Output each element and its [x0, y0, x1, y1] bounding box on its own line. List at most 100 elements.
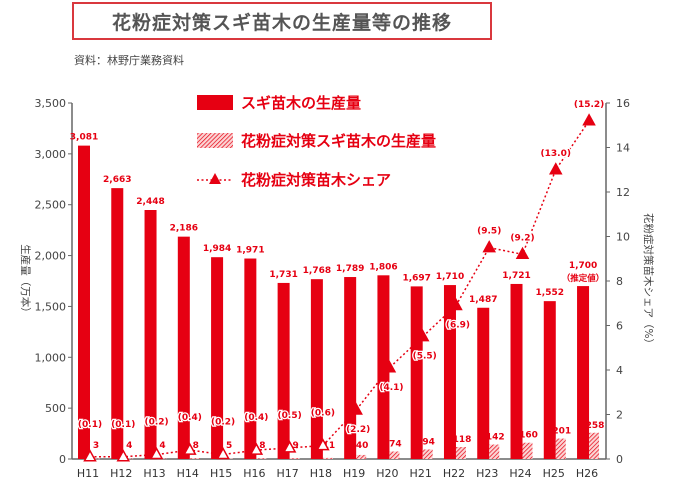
- bar-production: [577, 286, 590, 459]
- y2-tick-label: 6: [616, 320, 623, 333]
- hatched-bar-label: 118: [453, 435, 472, 445]
- share-label: (0.2): [144, 418, 168, 428]
- share-label: (0.2): [211, 418, 235, 428]
- hatched-bar-label: 74: [389, 439, 402, 449]
- bar-annotation: （推定値）: [562, 273, 605, 284]
- share-marker: [382, 360, 397, 373]
- legend-swatch-production: [197, 95, 233, 110]
- bar-label: 2,663: [103, 175, 131, 185]
- hatched-bar-label: 8: [259, 441, 265, 451]
- x-tick-label: H20: [376, 467, 398, 480]
- hatched-bar-label: 258: [586, 421, 605, 431]
- bar-production: [144, 210, 157, 459]
- bar-pollen-countermeasure: [422, 449, 433, 459]
- bar-pollen-countermeasure: [489, 444, 500, 459]
- bar-pollen-countermeasure: [589, 432, 600, 459]
- legend-label-share: 花粉症対策苗木シェア: [241, 171, 391, 189]
- bar-label: 2,448: [136, 197, 164, 207]
- x-tick-label: H13: [143, 467, 165, 480]
- bar-label: 1,697: [402, 273, 430, 283]
- legend-swatch-pollen: [197, 133, 233, 148]
- x-tick-label: H16: [243, 467, 265, 480]
- share-label: (0.4): [178, 413, 202, 423]
- x-tick-label: H26: [576, 467, 598, 480]
- share-marker: [415, 329, 430, 342]
- share-marker: [83, 449, 97, 462]
- y-tick-label: 1,500: [35, 300, 67, 313]
- bar-label: 1,710: [436, 272, 464, 282]
- bar-production: [177, 236, 190, 459]
- share-line: [90, 120, 590, 458]
- bar-production: [377, 275, 390, 459]
- share-label: (13.0): [541, 149, 571, 159]
- x-tick-label: H19: [343, 467, 365, 480]
- share-marker: [216, 446, 230, 460]
- hatched-bar-label: 11: [323, 441, 336, 451]
- share-label: (0.6): [311, 409, 335, 419]
- hatched-bar-label: 8: [193, 441, 199, 451]
- y-tick-label: 3,000: [35, 148, 67, 161]
- bar-label: 1,971: [236, 246, 264, 256]
- hatched-bar-label: 160: [519, 431, 538, 441]
- y2-axis-title: 花粉症対策苗木シェア（%）: [642, 213, 655, 349]
- hatched-bar-label: 40: [356, 441, 369, 451]
- y-tick-label: 0: [59, 453, 66, 466]
- share-label: (0.5): [278, 411, 302, 421]
- bar-label: 1,806: [369, 262, 397, 272]
- hatched-bar-label: 4: [159, 441, 165, 451]
- y2-tick-label: 12: [616, 186, 630, 199]
- share-marker: [183, 442, 197, 455]
- share-label: (5.5): [413, 352, 437, 362]
- share-marker: [515, 246, 530, 260]
- bar-production: [310, 279, 323, 459]
- x-tick-label: H18: [310, 467, 332, 480]
- share-label: (15.2): [574, 100, 604, 110]
- bar-pollen-countermeasure: [322, 457, 333, 459]
- y2-tick-label: 2: [616, 409, 623, 422]
- bar-pollen-countermeasure: [455, 446, 466, 459]
- hatched-bar-label: 3: [93, 441, 99, 451]
- bar-pollen-countermeasure: [555, 438, 566, 459]
- bar-pollen-countermeasure: [256, 458, 267, 459]
- share-marker: [116, 449, 131, 462]
- x-tick-label: H23: [476, 467, 498, 480]
- share-marker: [282, 440, 297, 453]
- bar-production: [78, 145, 90, 459]
- share-marker: [249, 442, 264, 455]
- share-label: (0.1): [78, 420, 102, 430]
- share-label: (2.2): [346, 425, 370, 435]
- bar-label: 1,721: [502, 271, 530, 281]
- bar-production: [543, 301, 556, 459]
- bar-label: 1,768: [303, 266, 331, 276]
- y-tick-label: 2,500: [35, 199, 67, 212]
- legend-label-pollen: 花粉症対策スギ苗木の生産量: [241, 132, 436, 150]
- share-label: (9.2): [510, 233, 534, 243]
- bar-pollen-countermeasure: [389, 451, 400, 459]
- share-label: (4.1): [379, 383, 403, 393]
- y2-tick-label: 16: [616, 97, 630, 110]
- y-tick-label: 1,000: [35, 351, 67, 364]
- hatched-bar-label: 5: [226, 441, 232, 451]
- y-tick-label: 500: [45, 402, 66, 415]
- hatched-bar-label: 4: [126, 441, 132, 451]
- bar-production: [277, 282, 290, 459]
- legend-marker: [209, 173, 221, 184]
- share-label: (0.4): [244, 413, 268, 423]
- bar-production: [211, 257, 224, 459]
- share-marker: [149, 446, 164, 460]
- hatched-bar-label: 142: [486, 433, 505, 443]
- chart-source: 資料：林野庁業務資料: [74, 54, 184, 67]
- bar-production: [443, 285, 456, 459]
- bar-label: 1,984: [203, 244, 231, 254]
- share-marker: [482, 240, 497, 253]
- bar-label: 3,081: [70, 133, 98, 143]
- bar-label: 1,487: [469, 295, 497, 305]
- y2-tick-label: 10: [616, 231, 630, 244]
- x-tick-label: H22: [443, 467, 465, 480]
- bar-pollen-countermeasure: [522, 442, 533, 459]
- y2-tick-label: 4: [616, 364, 623, 377]
- x-tick-label: H14: [177, 467, 199, 480]
- bar-production: [410, 286, 423, 459]
